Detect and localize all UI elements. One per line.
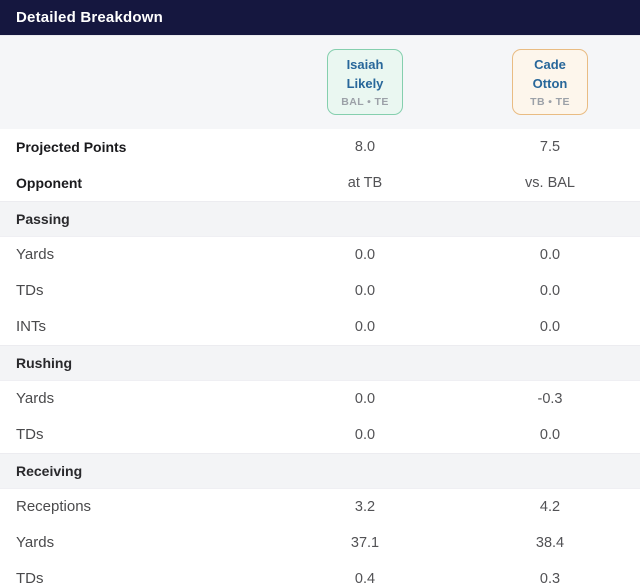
player2-value: 38.4 — [535, 534, 565, 551]
player1-value: 0.0 — [354, 318, 376, 335]
table-row-receiving-tds: TDs 0.4 0.3 — [0, 560, 640, 584]
table-row-opponent: Opponent at TB vs. BAL — [0, 164, 640, 201]
player-name: Isaiah Likely — [346, 57, 384, 91]
section-header-receiving: Receiving — [0, 452, 640, 489]
player1-value: 0.0 — [354, 246, 376, 263]
row-label: Yards — [16, 390, 55, 408]
player-card-cade-otton[interactable]: Cade Otton TB • TE — [512, 49, 588, 115]
player2-value: 0.0 — [539, 426, 561, 443]
row-label: Projected Points — [16, 138, 127, 155]
player1-value: 3.2 — [354, 498, 376, 515]
section-header-passing: Passing — [0, 200, 640, 237]
player1-value: 8.0 — [354, 138, 376, 155]
section-label: Passing — [16, 210, 70, 227]
player-team-position: BAL • TE — [341, 95, 389, 108]
player2-value: 7.5 — [539, 138, 561, 155]
row-label: TDs — [16, 282, 44, 300]
player2-value: 0.0 — [539, 282, 561, 299]
player1-value: 0.0 — [354, 390, 376, 407]
player2-value: 4.2 — [539, 498, 561, 515]
section-label: Receiving — [16, 462, 83, 479]
player1-value: at TB — [347, 174, 383, 191]
player-team-position: TB • TE — [530, 95, 570, 108]
row-label: TDs — [16, 426, 44, 444]
player1-value: 0.0 — [354, 426, 376, 443]
table-row-rushing-yards: Yards 0.0 -0.3 — [0, 380, 640, 417]
player2-value: 0.0 — [539, 318, 561, 335]
table-row-receiving-receptions: Receptions 3.2 4.2 — [0, 488, 640, 525]
player2-value: -0.3 — [537, 390, 563, 407]
player2-value: 0.3 — [539, 570, 561, 584]
panel-header: Detailed Breakdown — [0, 0, 640, 35]
row-label: Opponent — [16, 174, 83, 191]
table-row-passing-tds: TDs 0.0 0.0 — [0, 272, 640, 309]
table-row-projected-points: Projected Points 8.0 7.5 — [0, 128, 640, 165]
table-row-rushing-tds: TDs 0.0 0.0 — [0, 416, 640, 453]
row-label: Yards — [16, 246, 55, 264]
player2-value: vs. BAL — [525, 174, 575, 191]
player2-value: 0.0 — [539, 246, 561, 263]
section-header-rushing: Rushing — [0, 344, 640, 381]
player-cards-row: Isaiah Likely BAL • TE Cade Otton TB • T… — [0, 35, 640, 129]
player1-value: 0.0 — [354, 282, 376, 299]
spacer-cell — [0, 49, 270, 115]
player1-value: 0.4 — [354, 570, 376, 584]
row-label: INTs — [16, 318, 46, 336]
player-name: Cade Otton — [532, 57, 568, 91]
panel-title: Detailed Breakdown — [16, 9, 163, 26]
row-label: Yards — [16, 534, 55, 552]
player1-value: 37.1 — [350, 534, 380, 551]
row-label: Receptions — [16, 498, 92, 516]
player-card-isaiah-likely[interactable]: Isaiah Likely BAL • TE — [327, 49, 403, 115]
table-row-passing-ints: INTs 0.0 0.0 — [0, 308, 640, 345]
section-label: Rushing — [16, 354, 72, 371]
table-row-passing-yards: Yards 0.0 0.0 — [0, 236, 640, 273]
row-label: TDs — [16, 570, 44, 584]
table-row-receiving-yards: Yards 37.1 38.4 — [0, 524, 640, 561]
